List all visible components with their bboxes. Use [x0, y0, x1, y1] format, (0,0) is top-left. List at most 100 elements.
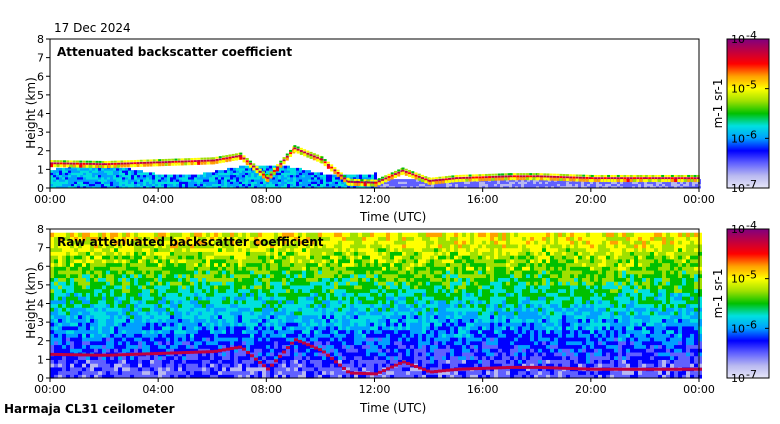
- heat-cell: [146, 304, 150, 308]
- heat-cell: [330, 274, 334, 278]
- heat-cell: [294, 307, 298, 311]
- cloud-cell: [469, 179, 472, 182]
- heat-cell: [178, 300, 182, 304]
- heat-cell: [250, 371, 254, 375]
- heat-cell: [186, 292, 190, 296]
- cloud-cell: [130, 353, 134, 356]
- heat-cell: [298, 289, 302, 293]
- heat-cell: [290, 296, 294, 300]
- heat-cell: [314, 270, 318, 274]
- heat-cell: [322, 363, 326, 367]
- cloud-cell: [375, 184, 378, 187]
- cloud-cell: [204, 158, 207, 160]
- heat-cell: [114, 292, 118, 296]
- heat-cell: [146, 315, 150, 319]
- heat-cell: [170, 337, 174, 341]
- heat-cell: [106, 330, 110, 334]
- heat-cell: [290, 255, 294, 259]
- cloud-cell: [133, 164, 136, 167]
- heat-cell: [322, 311, 326, 315]
- heat-cell: [342, 359, 346, 363]
- heat-cell: [346, 337, 350, 341]
- heat-cell: [250, 300, 254, 304]
- heat-cell: [194, 318, 198, 322]
- heat-cell: [302, 170, 305, 173]
- cloud-cell: [262, 171, 265, 173]
- heat-cell: [90, 251, 94, 255]
- heat-cell: [214, 356, 218, 360]
- heat-cell: [190, 292, 194, 296]
- heat-cell: [346, 251, 350, 255]
- heat-cell: [162, 285, 166, 289]
- heat-cell: [202, 315, 206, 319]
- date-label: 17 Dec 2024: [54, 21, 131, 35]
- heat-cell: [102, 322, 106, 326]
- heat-cell: [198, 304, 202, 308]
- heat-cell: [246, 315, 250, 319]
- heat-cell: [306, 322, 310, 326]
- heat-cell: [242, 356, 246, 360]
- heat-cell: [222, 341, 226, 345]
- cloud-cell: [140, 160, 143, 162]
- cloud-cell: [342, 367, 346, 370]
- heat-cell: [86, 296, 90, 300]
- cloud-cell: [276, 164, 279, 166]
- heat-cell: [302, 344, 306, 348]
- heat-cell: [206, 344, 210, 348]
- heat-cell: [342, 318, 346, 322]
- heat-cell: [118, 367, 122, 371]
- heat-cell: [78, 326, 82, 330]
- heat-cell: [346, 341, 350, 345]
- heat-cell: [318, 371, 322, 375]
- heat-cell: [334, 244, 338, 248]
- cloud-cell: [86, 353, 90, 356]
- heat-cell: [150, 318, 154, 322]
- heat-cell: [262, 333, 266, 337]
- cloud-cell: [243, 155, 246, 157]
- heat-cell: [110, 307, 114, 311]
- heat-cell: [66, 296, 70, 300]
- heat-cell: [266, 352, 270, 356]
- heat-cell: [234, 292, 238, 296]
- heat-cell: [317, 172, 320, 175]
- heat-cell: [78, 289, 82, 293]
- heat-cell: [174, 270, 178, 274]
- heat-cell: [82, 363, 86, 367]
- heat-cell: [62, 270, 66, 274]
- heat-cell: [170, 315, 174, 319]
- cloud-cell: [62, 353, 66, 356]
- heat-cell: [368, 175, 371, 178]
- heat-cell: [258, 274, 262, 278]
- heat-cell: [182, 315, 186, 319]
- heat-cell: [326, 337, 330, 341]
- heat-cell: [262, 259, 266, 263]
- y-tick-label: 2: [37, 145, 44, 158]
- heat-cell: [210, 277, 214, 281]
- heat-cell: [254, 348, 258, 352]
- colorbar-tick: 10: [731, 132, 745, 145]
- heat-cell: [194, 311, 198, 315]
- cloud-cell: [627, 175, 630, 177]
- heat-cell: [298, 326, 302, 330]
- heat-cell: [250, 363, 254, 367]
- heat-cell: [206, 289, 210, 293]
- cloud-cell: [357, 179, 360, 181]
- heat-cell: [74, 337, 78, 341]
- heat-cell: [230, 289, 234, 293]
- cloud-cell: [614, 175, 617, 177]
- heat-cell: [114, 359, 118, 363]
- cloud-cell: [498, 174, 501, 176]
- heat-cell: [410, 179, 413, 182]
- cloud-cell: [127, 164, 130, 167]
- heat-cell: [210, 263, 214, 267]
- heat-cell: [138, 356, 142, 360]
- heat-cell: [242, 304, 246, 308]
- heat-cell: [158, 263, 162, 267]
- heat-cell: [138, 337, 142, 341]
- heat-cell: [86, 300, 90, 304]
- cloud-cell: [340, 172, 343, 174]
- heat-cell: [102, 318, 106, 322]
- heat-cell: [230, 263, 234, 267]
- cloud-cell: [633, 175, 636, 177]
- heat-cell: [278, 304, 282, 308]
